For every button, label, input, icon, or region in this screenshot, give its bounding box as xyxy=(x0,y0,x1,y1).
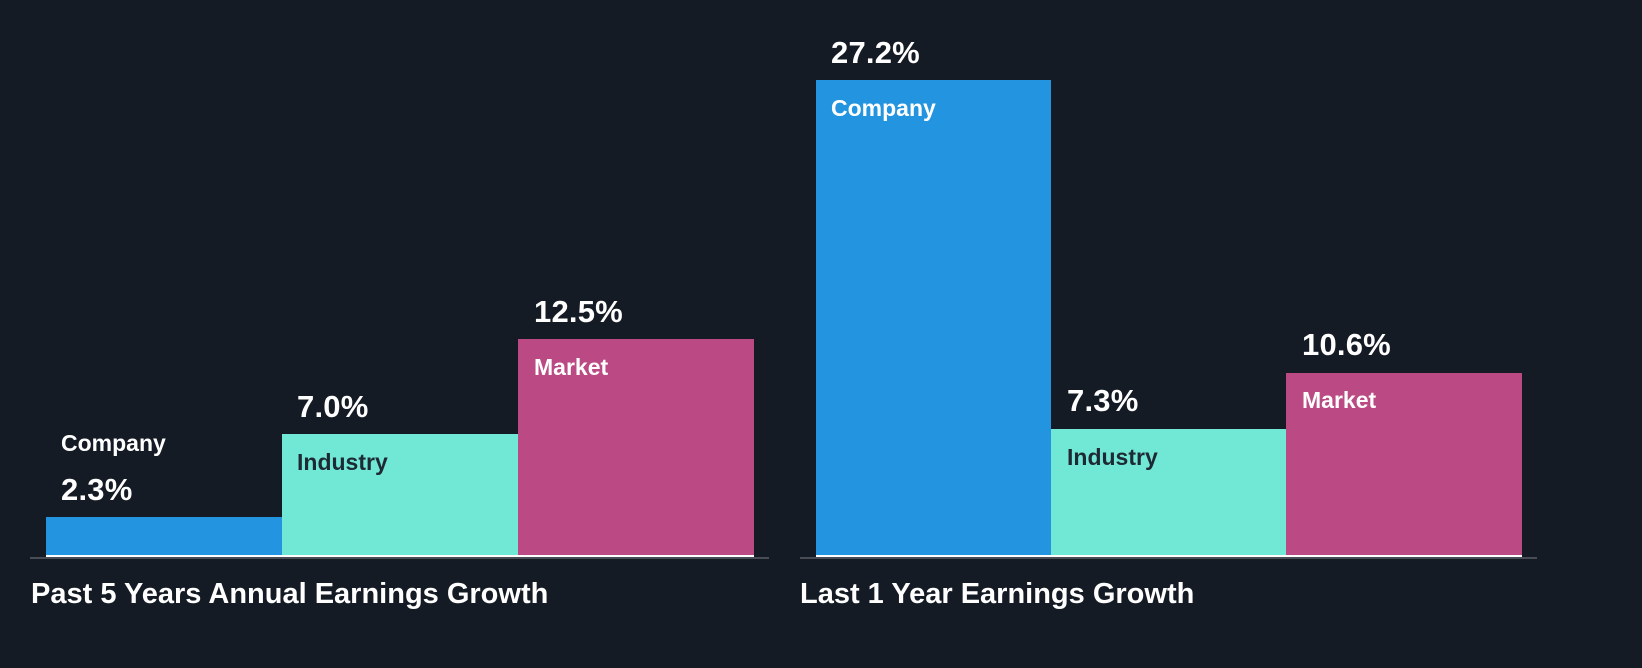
bar-value-market: 10.6% xyxy=(1302,327,1391,362)
chart-title: Past 5 Years Annual Earnings Growth xyxy=(31,578,549,610)
bar-value-company: 27.2% xyxy=(831,35,920,70)
plot-area: Company 2.3% 7.0% Industry 12.5% Market xyxy=(0,0,800,557)
bar-value-industry: 7.3% xyxy=(1067,383,1139,418)
bar-industry xyxy=(282,434,518,557)
bar-label-industry: Industry xyxy=(297,449,388,475)
bar-baseline xyxy=(282,555,518,557)
bar-baseline xyxy=(816,555,1051,557)
bar-baseline xyxy=(46,555,282,557)
bar-label-market: Market xyxy=(534,354,609,380)
bar-baseline xyxy=(1286,555,1522,557)
bar-label-company: Company xyxy=(831,95,936,121)
bar-label-market: Market xyxy=(1302,387,1377,413)
bar-market xyxy=(518,339,754,557)
plot-area: 27.2% Company 7.3% Industry 10.6% Market xyxy=(816,35,1522,557)
bar-value-market: 12.5% xyxy=(534,294,623,329)
chart-title: Last 1 Year Earnings Growth xyxy=(800,578,1195,610)
x-axis-line xyxy=(800,557,1537,559)
bar-value-industry: 7.0% xyxy=(297,389,369,424)
bar-value-company: 2.3% xyxy=(61,472,133,507)
x-axis-line xyxy=(30,557,769,559)
bar-company xyxy=(816,80,1051,557)
chart-panel-5-year: Company 2.3% 7.0% Industry 12.5% Market … xyxy=(0,0,800,668)
bar-label-industry: Industry xyxy=(1067,444,1158,470)
bar-baseline xyxy=(1051,555,1286,557)
bar-company xyxy=(46,517,282,557)
bar-baseline xyxy=(518,555,754,557)
bar-market xyxy=(1286,373,1522,557)
bar-label-company: Company xyxy=(61,430,166,456)
bar-industry xyxy=(1051,429,1286,557)
